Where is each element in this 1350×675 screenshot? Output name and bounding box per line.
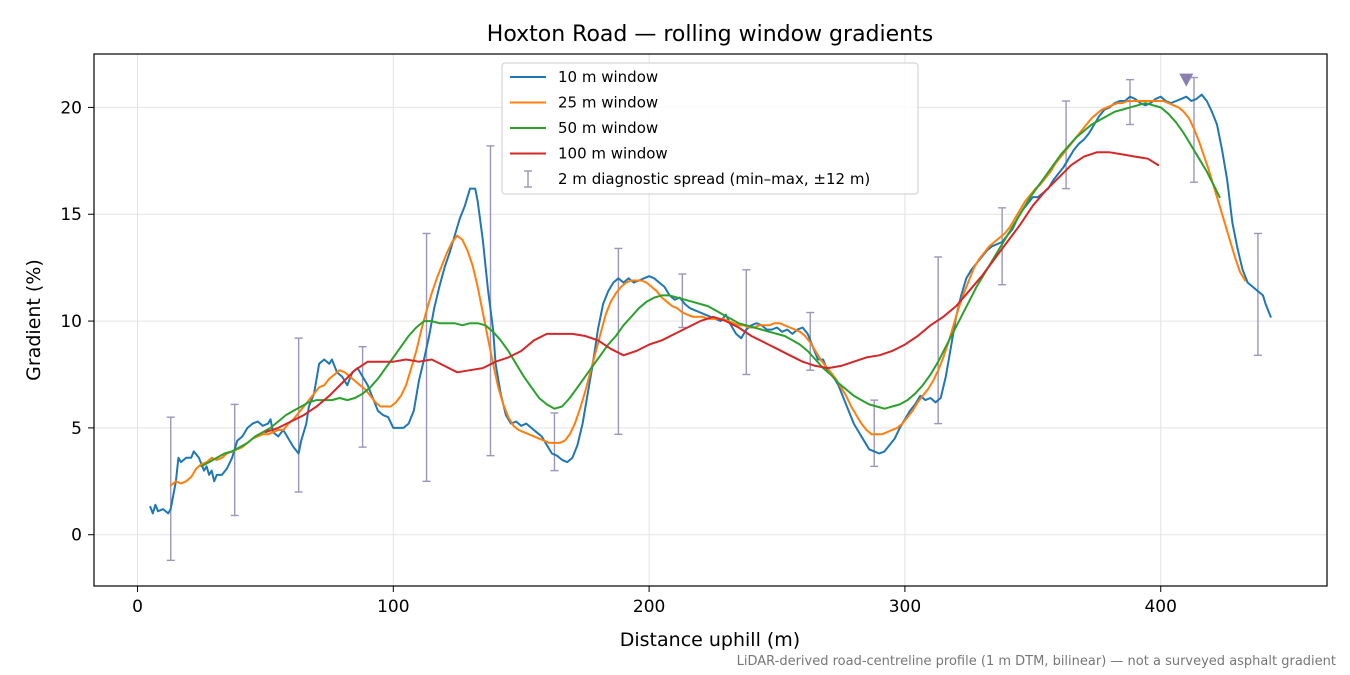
diagnostic-error-bar: [294, 337, 303, 493]
x-tick-label: 0: [132, 597, 143, 617]
legend-box: [501, 62, 919, 195]
series-lines: [149, 93, 1272, 515]
x-tick-label: 100: [377, 597, 409, 617]
y-tick-label: 0: [71, 526, 82, 546]
peak-marker-group: [1179, 73, 1194, 87]
series-line-4: [264, 151, 1160, 434]
diagnostic-error-bar: [742, 269, 751, 376]
diagnostic-error-bar: [1126, 78, 1135, 126]
legend-label: 2 m diagnostic spread (min–max, ±12 m): [558, 170, 870, 188]
y-tick-label: 20: [60, 98, 82, 118]
diagnostic-error-bar: [166, 416, 175, 562]
series-line-1: [149, 93, 1272, 515]
legend: 10 m window 25 m window 50 m window 100 m w…: [501, 62, 919, 195]
y-axis-label: Gradient (%): [23, 259, 45, 381]
series-line-3: [200, 102, 1221, 468]
diagnostic-error-bar: [1062, 100, 1071, 190]
plot-frame: [93, 53, 1328, 587]
legend-label: 10 m window: [558, 68, 658, 86]
axis-ticks: 0 100 200 300 400 0 5 10 15 20: [60, 98, 1177, 617]
x-tick-label: 300: [889, 597, 921, 617]
diagnostic-error-bar: [998, 207, 1007, 286]
chart-title: Hoxton Road — rolling window gradients: [487, 22, 933, 47]
y-tick-label: 5: [71, 419, 82, 439]
y-tick-label: 15: [60, 205, 82, 225]
legend-entry: 25 m window: [510, 94, 658, 112]
legend-label: 50 m window: [558, 119, 658, 137]
diagnostic-error-bar: [230, 403, 239, 517]
peak-marker: [1179, 73, 1194, 87]
diagnostic-error-bar: [934, 256, 943, 425]
x-tick-label: 200: [633, 597, 665, 617]
diagnostic-error-bar: [486, 145, 495, 457]
footnote: LiDAR-derived road-centreline profile (1…: [737, 654, 1336, 669]
diagnostic-error-bar: [1253, 232, 1262, 356]
legend-entry: 50 m window: [510, 119, 658, 137]
diagnostic-error-bar: [358, 346, 367, 448]
y-tick-label: 10: [60, 312, 82, 332]
diagnostic-spread-bars: [166, 76, 1262, 562]
diagnostic-error-bar: [870, 399, 879, 468]
legend-entry: 2 m diagnostic spread (min–max, ±12 m): [524, 170, 870, 188]
legend-label: 100 m window: [558, 145, 668, 163]
x-tick-label: 400: [1144, 597, 1176, 617]
diagnostic-error-bar: [422, 232, 431, 483]
legend-label: 25 m window: [558, 94, 658, 112]
diagnostic-error-bar: [550, 412, 559, 472]
x-axis-label: Distance uphill (m): [620, 629, 800, 651]
legend-entry: 100 m window: [510, 145, 668, 163]
legend-entry: 10 m window: [510, 68, 658, 86]
